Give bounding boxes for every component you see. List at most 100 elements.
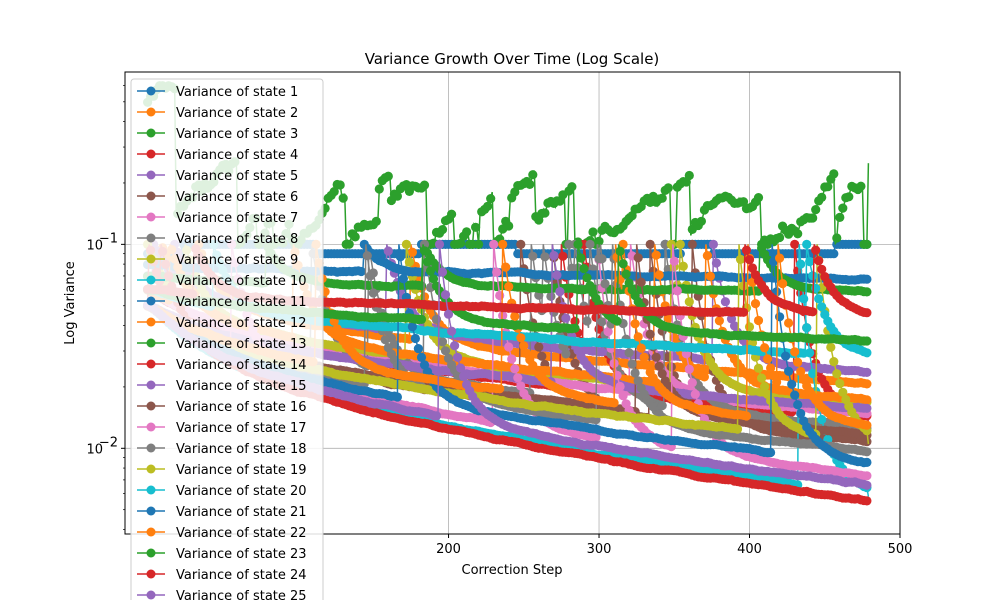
data-point — [338, 193, 348, 203]
data-point — [823, 182, 833, 192]
data-point — [862, 447, 872, 457]
data-point — [862, 239, 872, 249]
data-point — [516, 239, 526, 249]
data-point — [793, 229, 803, 239]
data-point — [814, 294, 824, 304]
data-point — [645, 329, 655, 339]
data-point — [555, 287, 565, 297]
data-point — [796, 259, 806, 269]
data-point — [817, 414, 827, 425]
data-point — [624, 348, 634, 358]
data-point — [374, 184, 384, 194]
data-point — [383, 171, 393, 181]
data-point — [651, 250, 661, 260]
data-point — [513, 373, 523, 383]
data-point — [528, 170, 538, 180]
data-point — [720, 297, 731, 307]
data-point — [371, 216, 381, 226]
data-point — [392, 191, 402, 201]
data-point — [744, 322, 755, 332]
data-point — [663, 183, 673, 193]
data-point — [615, 381, 625, 392]
data-point — [829, 249, 839, 259]
data-point — [552, 270, 562, 280]
data-point — [483, 201, 493, 211]
data-point — [684, 364, 694, 374]
data-point — [528, 251, 538, 261]
data-point — [678, 261, 688, 271]
data-point — [504, 221, 514, 231]
data-point — [540, 208, 550, 218]
data-point — [696, 216, 707, 226]
data-point — [471, 222, 481, 232]
data-point — [711, 258, 722, 268]
data-point — [802, 323, 812, 333]
data-point — [829, 357, 839, 367]
data-point — [862, 367, 872, 377]
data-point — [362, 251, 372, 261]
data-point — [799, 294, 809, 304]
data-point — [805, 257, 815, 267]
data-point — [714, 316, 725, 326]
data-point — [486, 194, 496, 204]
series-layer — [143, 81, 872, 506]
data-point — [507, 354, 517, 364]
data-point — [669, 256, 679, 266]
data-point — [489, 239, 499, 249]
data-point — [862, 287, 872, 297]
data-point — [862, 348, 872, 358]
data-point — [549, 250, 559, 261]
data-point — [410, 333, 420, 344]
data-point — [419, 180, 430, 190]
data-point — [732, 424, 743, 434]
data-point — [600, 279, 610, 289]
data-point — [862, 274, 872, 284]
data-point — [844, 192, 854, 202]
data-point — [398, 274, 408, 284]
data-point — [738, 197, 749, 207]
data-point — [567, 182, 577, 192]
data-point — [856, 181, 866, 191]
data-point — [570, 358, 580, 368]
data-point — [651, 352, 661, 362]
data-point — [597, 254, 607, 264]
data-point — [561, 313, 571, 323]
data-point — [835, 378, 845, 389]
data-point — [675, 239, 685, 249]
data-point — [537, 351, 547, 361]
data-point — [829, 169, 839, 179]
data-point — [802, 239, 812, 249]
data-point — [368, 288, 378, 298]
data-point — [790, 239, 800, 249]
data-point — [735, 254, 746, 264]
data-point — [558, 251, 568, 261]
data-point — [504, 342, 514, 352]
data-point — [618, 391, 628, 401]
data-point — [775, 232, 785, 243]
data-point — [627, 359, 637, 369]
data-point — [702, 251, 713, 261]
data-point — [808, 213, 818, 223]
data-point — [708, 239, 719, 249]
data-point — [862, 471, 872, 481]
data-point — [672, 286, 682, 296]
data-point — [383, 246, 393, 256]
data-point — [588, 227, 598, 237]
data-point — [862, 379, 872, 389]
data-point — [582, 316, 592, 326]
data-point — [401, 239, 411, 249]
data-point — [561, 349, 571, 359]
data-point — [799, 348, 809, 358]
data-point — [705, 271, 716, 281]
data-point — [862, 395, 872, 405]
data-point — [356, 266, 366, 277]
data-point — [753, 193, 764, 203]
data-point — [407, 247, 417, 257]
data-point — [862, 403, 872, 413]
data-point — [456, 238, 466, 248]
data-point — [413, 344, 423, 354]
data-point — [335, 180, 345, 190]
data-point — [654, 270, 664, 280]
data-point — [350, 232, 360, 242]
